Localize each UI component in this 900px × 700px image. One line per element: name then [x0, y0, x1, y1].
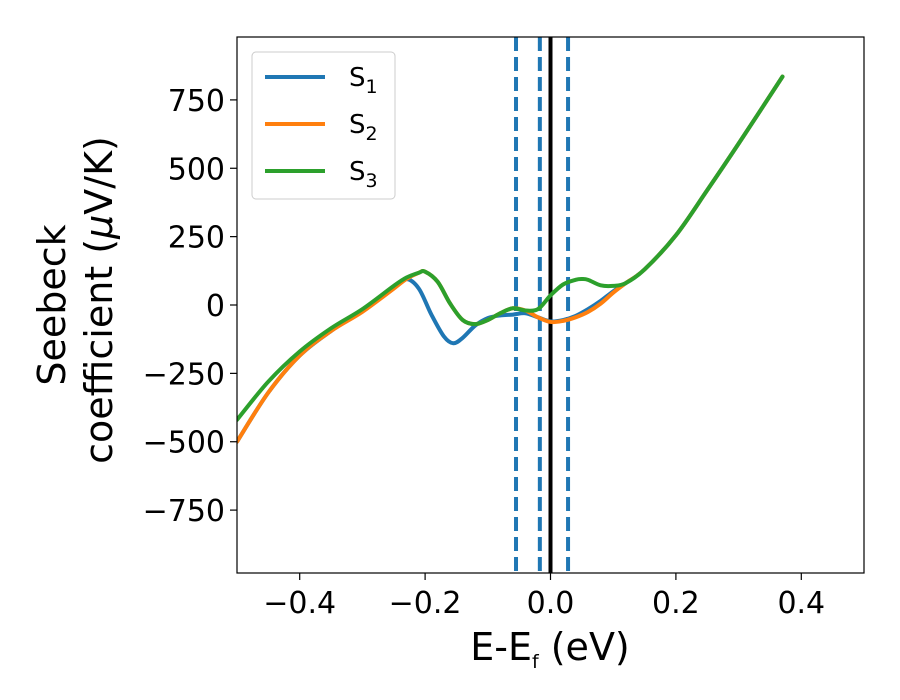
- legend-label-s1: S1: [349, 63, 378, 98]
- x-axis-label-suffix: (eV): [539, 625, 630, 669]
- y-tick-label: 750: [168, 84, 225, 119]
- x-tick-label: 0.2: [652, 586, 700, 621]
- y-axis-label-suffix: V/K): [77, 136, 121, 215]
- legend-label-s3: S3: [349, 157, 378, 192]
- x-axis-label: E-Ef (eV): [470, 625, 630, 673]
- x-axis-ticks: −0.4 −0.2 0.0 0.2 0.4: [263, 573, 825, 621]
- y-tick-label: 500: [168, 152, 225, 187]
- y-tick-label: −500: [143, 426, 225, 461]
- y-axis-label-line2: coefficient (μV/K): [77, 136, 121, 464]
- y-tick-label: −250: [143, 357, 225, 392]
- y-axis-label-line1: Seebeck: [30, 224, 74, 385]
- y-axis-label-prefix: coefficient (: [77, 239, 121, 464]
- y-tick-label: 250: [168, 221, 225, 256]
- x-tick-label: 0.0: [527, 586, 575, 621]
- y-axis-label-mu: μ: [77, 215, 121, 240]
- y-tick-label: −750: [143, 494, 225, 529]
- y-tick-label: 0: [206, 289, 225, 324]
- x-tick-label: −0.4: [263, 586, 336, 621]
- x-axis-label-sub: f: [532, 651, 540, 673]
- series-line-s3: [237, 74, 785, 422]
- x-tick-label: 0.4: [777, 586, 825, 621]
- series-lines: [237, 74, 785, 444]
- y-axis-ticks: 750 500 250 0 −250 −500 −750: [143, 84, 237, 529]
- x-tick-label: −0.2: [389, 586, 462, 621]
- legend-label-s2: S2: [349, 110, 378, 145]
- legend: S1 S2 S3: [251, 51, 396, 200]
- x-axis-label-main: E-E: [470, 625, 532, 669]
